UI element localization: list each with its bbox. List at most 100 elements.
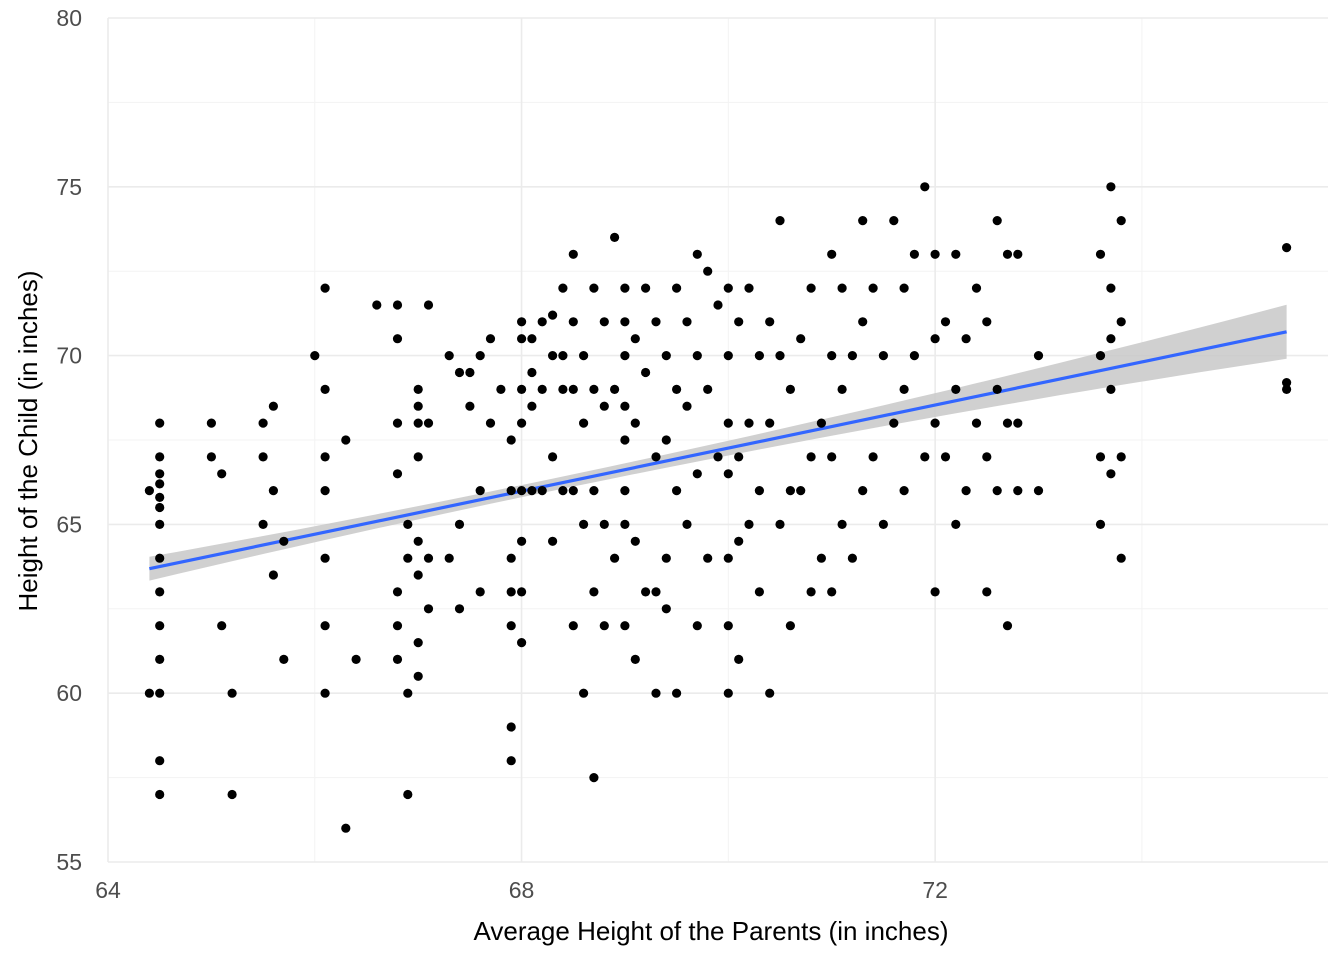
data-point	[485, 334, 496, 344]
data-point	[1033, 486, 1044, 496]
data-point	[155, 418, 165, 428]
data-point	[610, 553, 620, 563]
data-point	[909, 351, 920, 361]
data-point	[155, 654, 165, 665]
data-point	[982, 587, 992, 597]
data-point	[589, 283, 599, 293]
data-point	[558, 384, 568, 394]
data-point	[268, 401, 278, 411]
data-point	[475, 587, 485, 597]
data-point	[765, 418, 775, 428]
data-point	[258, 452, 268, 462]
data-point	[589, 486, 599, 496]
regression-fit	[149, 304, 1287, 581]
data-point	[320, 621, 330, 631]
data-point	[1095, 351, 1106, 361]
data-point	[889, 418, 899, 428]
data-point	[878, 351, 889, 361]
data-point	[599, 317, 609, 327]
data-point	[920, 452, 930, 462]
data-point	[1282, 384, 1292, 394]
data-point	[878, 519, 889, 530]
data-point	[754, 587, 765, 597]
data-point	[548, 452, 558, 462]
data-point	[1106, 283, 1116, 293]
data-point	[672, 486, 682, 496]
data-point	[155, 789, 165, 800]
data-point	[527, 334, 537, 344]
data-point	[320, 283, 330, 293]
data-point	[320, 486, 330, 496]
data-point	[1106, 182, 1116, 192]
data-point	[723, 283, 733, 293]
data-point	[579, 418, 589, 428]
data-point	[1116, 553, 1126, 563]
data-point	[744, 283, 754, 293]
y-axis-ticks: 55 60 65 70 75 80	[56, 5, 82, 875]
data-point	[940, 317, 951, 327]
data-point	[310, 351, 320, 361]
data-point	[682, 401, 692, 411]
data-point	[217, 621, 227, 631]
data-point	[1282, 378, 1292, 388]
data-point	[155, 492, 165, 502]
data-point	[889, 216, 899, 226]
data-point	[620, 401, 630, 411]
data-point	[703, 553, 713, 563]
data-point	[672, 688, 682, 698]
data-point	[320, 384, 330, 394]
data-point	[423, 300, 434, 310]
data-point	[517, 638, 527, 648]
data-point	[837, 283, 847, 293]
data-point	[651, 452, 661, 462]
data-point	[940, 452, 951, 462]
data-point	[713, 452, 723, 462]
data-point	[155, 519, 165, 530]
y-tick-label: 60	[56, 680, 82, 706]
data-point	[982, 452, 992, 462]
data-point	[992, 384, 1002, 394]
data-point	[144, 486, 154, 496]
data-point	[568, 621, 578, 631]
x-axis-ticks: 64 68 72	[95, 877, 948, 903]
data-point	[506, 756, 516, 766]
data-point	[713, 300, 723, 310]
data-point	[506, 553, 516, 563]
data-point	[341, 435, 351, 445]
data-point	[630, 418, 640, 428]
data-point	[765, 317, 775, 327]
data-point	[506, 587, 516, 597]
data-point	[403, 688, 413, 698]
data-point	[723, 351, 733, 361]
data-point	[723, 688, 733, 698]
data-point	[558, 486, 568, 496]
data-point	[155, 621, 165, 631]
data-point	[723, 553, 733, 563]
data-point	[155, 587, 165, 597]
data-point	[517, 486, 527, 496]
data-point	[1095, 519, 1106, 530]
data-point	[744, 519, 754, 530]
data-point	[279, 654, 289, 665]
data-point	[279, 536, 289, 546]
data-point	[1106, 334, 1116, 344]
data-point	[155, 452, 165, 462]
y-tick-label: 55	[56, 849, 82, 875]
data-point	[568, 317, 578, 327]
data-point	[423, 604, 434, 614]
data-point	[1282, 243, 1292, 253]
data-point	[630, 536, 640, 546]
data-point	[517, 587, 527, 597]
data-point	[568, 384, 578, 394]
data-point	[837, 384, 847, 394]
data-point	[1013, 249, 1023, 259]
data-point	[847, 553, 858, 563]
data-point	[155, 688, 165, 698]
data-point	[1095, 452, 1106, 462]
data-point	[672, 283, 682, 293]
data-point	[930, 418, 940, 428]
y-tick-label: 80	[56, 5, 82, 31]
data-point	[620, 435, 630, 445]
data-point	[268, 486, 278, 496]
data-point	[992, 486, 1002, 496]
